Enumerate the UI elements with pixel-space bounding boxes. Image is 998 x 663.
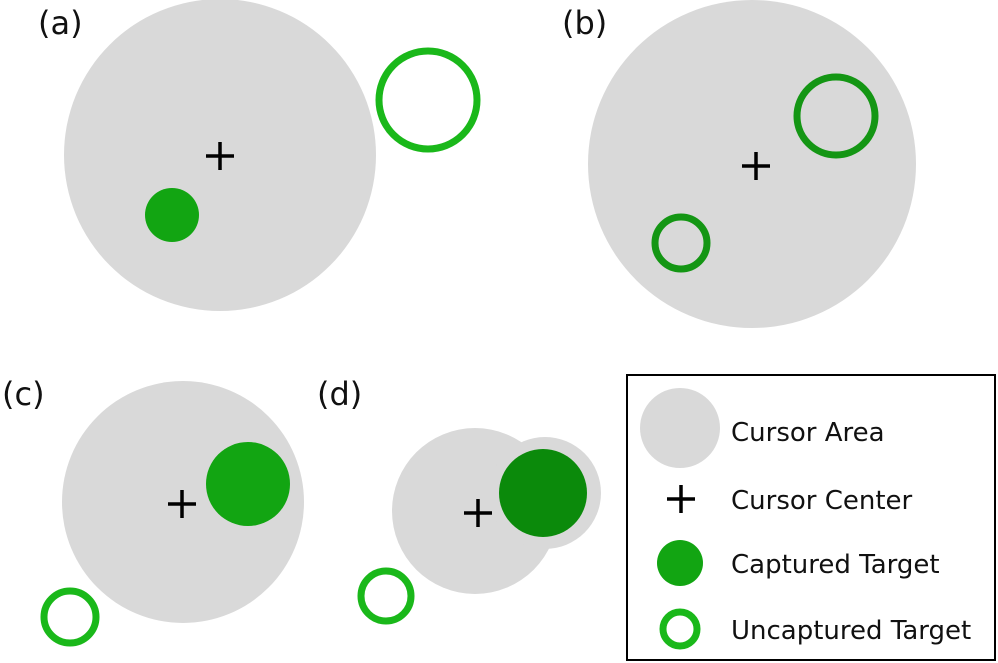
legend-cursor-center-label: Cursor Center: [731, 486, 913, 516]
uncaptured-target: [357, 567, 415, 625]
cursor-center-icon: [168, 490, 196, 518]
panel-a: (a): [38, 0, 481, 311]
legend-item-uncaptured-target: Uncaptured Target: [659, 608, 971, 650]
legend-cursor-area-swatch: [640, 388, 720, 468]
uncaptured-target-inside-area: [793, 73, 879, 159]
panel-a-label: (a): [38, 4, 83, 42]
cursor-center-icon: [206, 142, 234, 170]
cursor-center-icon: [742, 152, 770, 180]
cursor-area: [588, 0, 916, 328]
panel-c: (c): [2, 375, 304, 647]
panel-b: (b): [562, 0, 916, 328]
uncaptured-target: [40, 587, 100, 647]
legend-cursor-area-label: Cursor Area: [731, 418, 885, 448]
captured-target: [206, 442, 290, 526]
legend-item-cursor-center: Cursor Center: [667, 485, 913, 516]
cursor-center-icon: [464, 499, 492, 527]
legend-captured-target-swatch: [657, 540, 703, 586]
uncaptured-target-inside-area: [651, 213, 711, 273]
legend-item-cursor-area: Cursor Area: [640, 388, 885, 468]
legend-item-captured-target: Captured Target: [657, 540, 940, 586]
legend-cursor-center-icon: [667, 485, 695, 513]
panel-d-label: (d): [317, 375, 362, 413]
legend-uncaptured-target-label: Uncaptured Target: [731, 616, 971, 646]
uncaptured-target: [375, 47, 481, 153]
panel-d: (d): [317, 375, 601, 625]
panel-b-label: (b): [562, 4, 607, 42]
legend: Cursor Area Cursor Center Captured Targe…: [626, 374, 996, 661]
captured-target: [145, 188, 199, 242]
legend-captured-target-label: Captured Target: [731, 550, 940, 580]
legend-uncaptured-target-swatch: [659, 608, 701, 650]
panel-c-label: (c): [2, 375, 45, 413]
captured-target: [499, 449, 587, 537]
